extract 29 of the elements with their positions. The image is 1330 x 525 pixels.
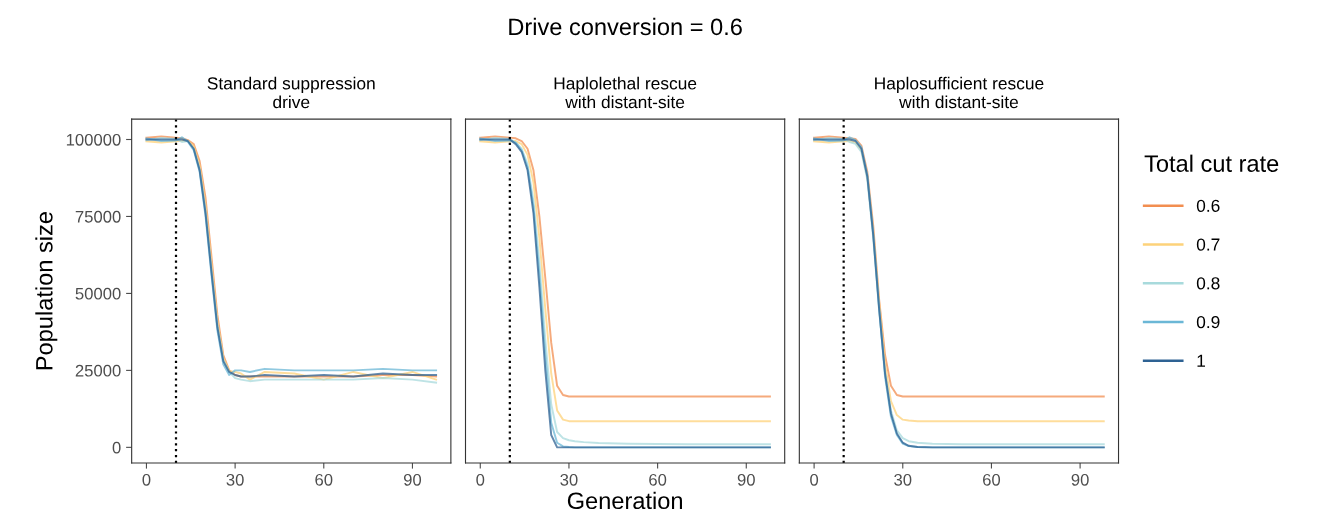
y-tick-label: 50000 bbox=[75, 287, 121, 300]
x-tick-label: 0 bbox=[476, 473, 485, 486]
legend-label: 0.6 bbox=[1196, 199, 1220, 212]
x-tick-label: 60 bbox=[649, 473, 667, 486]
y-tick-label: 25000 bbox=[75, 364, 121, 377]
legend-label: 0.7 bbox=[1196, 238, 1220, 251]
x-tick-label: 30 bbox=[560, 473, 578, 486]
x-tick-label: 60 bbox=[315, 473, 333, 486]
chart-title: Haplosufficient rescue with distant-site bbox=[875, 76, 1044, 109]
legend-label: 0.9 bbox=[1196, 315, 1220, 329]
x-tick-label: 30 bbox=[226, 473, 244, 486]
legend-label: 0.8 bbox=[1196, 277, 1220, 290]
chart-title: Haplolethal rescue with distant-site bbox=[554, 76, 697, 109]
x-tick-label: 30 bbox=[894, 473, 912, 486]
x-tick-label: 0 bbox=[810, 473, 819, 486]
chart-title: Standard suppression drive bbox=[207, 76, 375, 109]
x-tick-label: 90 bbox=[1071, 473, 1089, 486]
legend-title: Total cut rate bbox=[1144, 154, 1279, 172]
y-tick-label: 75000 bbox=[75, 210, 121, 223]
y-tick-label: 0 bbox=[112, 441, 121, 454]
x-tick-label: 90 bbox=[403, 473, 422, 486]
x-tick-label: 0 bbox=[142, 473, 151, 486]
x-tick-label: 60 bbox=[983, 473, 1001, 486]
y-tick-label: 100000 bbox=[66, 133, 121, 146]
x-tick-label: 90 bbox=[737, 473, 755, 486]
x-axis-title: Generation bbox=[567, 491, 682, 510]
y-axis-title: Population size bbox=[35, 212, 58, 370]
text: Drive conversion = 0.6 bbox=[509, 17, 742, 36]
legend-label: 1 bbox=[1197, 354, 1205, 367]
